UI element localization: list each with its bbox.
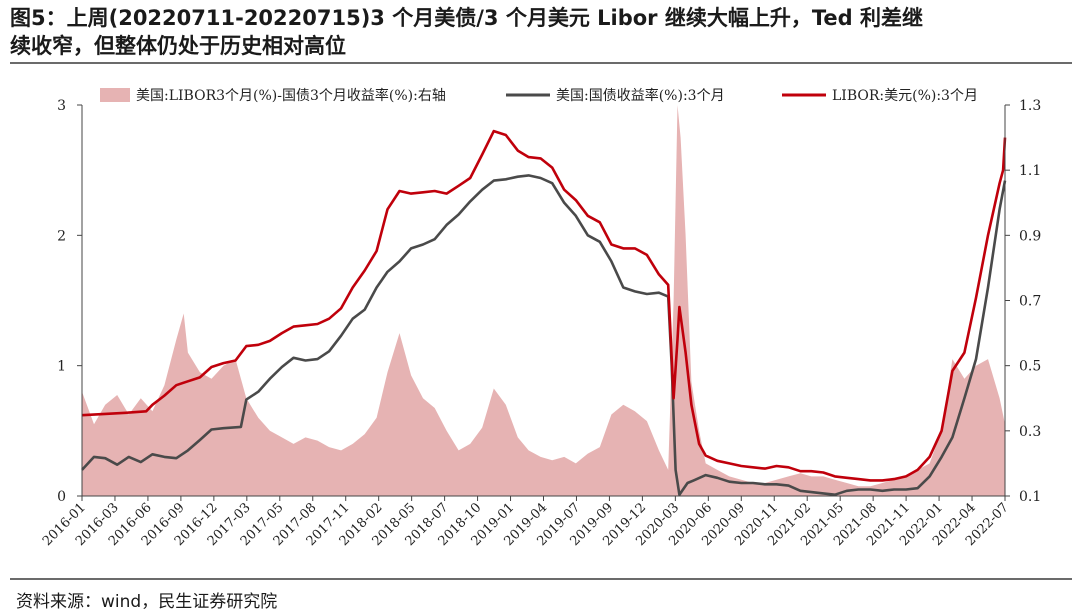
- legend-label-spread: 美国:LIBOR3个月(%)-国债3个月收益率(%):右轴: [136, 87, 446, 104]
- y-right-tick-label: 0.1: [1019, 489, 1041, 505]
- y-left-tick-label: 0: [57, 489, 66, 505]
- y-right-tick-label: 0.7: [1019, 294, 1041, 310]
- legend-swatch-spread: [100, 88, 130, 102]
- y-right-tick-label: 1.1: [1019, 163, 1041, 179]
- y-right-tick-label: 0.9: [1019, 228, 1041, 244]
- source-note: 资料来源：wind，民生证券研究院: [16, 592, 278, 612]
- chart-title-line-2: 续收窄，但整体仍处于历史相对高位: [10, 34, 346, 58]
- title-divider: [10, 62, 1072, 64]
- legend-label-treasury: 美国:国债收益率(%):3个月: [556, 87, 725, 104]
- series-spread-area: [82, 105, 1005, 496]
- y-right-tick-label: 1.3: [1019, 98, 1041, 114]
- y-right-tick-label: 0.5: [1019, 359, 1041, 375]
- y-left-tick-label: 1: [57, 359, 66, 375]
- series-treasury-line: [81, 174, 1007, 496]
- series-libor-line: [81, 129, 1007, 482]
- y-right-tick-label: 0.3: [1019, 424, 1041, 440]
- chart-title-line-1: 图5：上周(20220711-20220715)3 个月美债/3 个月美元 Li…: [10, 6, 923, 30]
- y-left-tick-label: 3: [57, 98, 66, 114]
- source-divider: [10, 578, 1072, 580]
- line-layer: [81, 129, 1007, 496]
- chart-title: 图5：上周(20220711-20220715)3 个月美债/3 个月美元 Li…: [10, 4, 1072, 60]
- y-left-tick-label: 2: [57, 228, 66, 244]
- legend-label-libor: LIBOR:美元(%):3个月: [832, 88, 978, 104]
- spread-area-layer: [82, 105, 1005, 496]
- legend: 美国:LIBOR3个月(%)-国债3个月收益率(%):右轴 美国:国债收益率(%)…: [100, 87, 978, 104]
